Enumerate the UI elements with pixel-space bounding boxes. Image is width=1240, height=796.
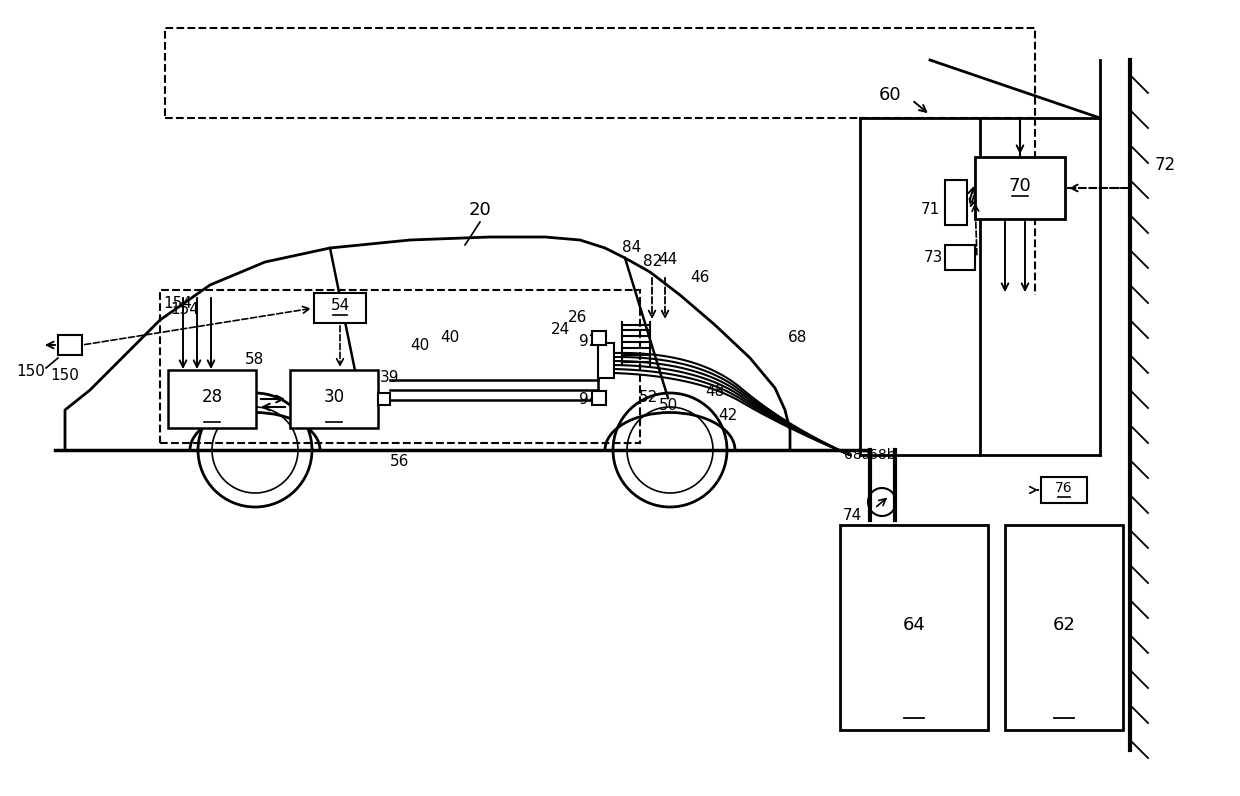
Text: 76: 76: [1055, 481, 1073, 495]
Bar: [167, 370, 255, 428]
Bar: [58, 335, 82, 355]
Text: 28: 28: [201, 388, 222, 406]
Text: 150: 150: [16, 365, 45, 380]
Bar: [165, 28, 1035, 118]
Bar: [378, 393, 391, 405]
Text: 68: 68: [789, 330, 807, 345]
Text: 150: 150: [50, 368, 79, 383]
Bar: [945, 245, 975, 270]
Text: 62: 62: [1053, 616, 1075, 634]
Text: 58: 58: [246, 353, 264, 368]
Text: 68a: 68a: [843, 448, 870, 462]
Text: 40: 40: [410, 338, 429, 353]
Text: 20: 20: [469, 201, 491, 219]
Text: 56: 56: [391, 455, 409, 470]
Text: 30: 30: [324, 388, 345, 406]
Text: 60: 60: [879, 86, 901, 104]
Bar: [839, 525, 988, 730]
Bar: [945, 180, 967, 225]
Text: 154: 154: [164, 296, 192, 311]
Text: 50: 50: [658, 397, 677, 412]
Text: 40: 40: [440, 330, 459, 345]
Bar: [1042, 477, 1087, 503]
Bar: [598, 343, 614, 378]
Text: 73: 73: [924, 251, 942, 266]
Text: 39: 39: [381, 369, 399, 384]
Text: 72: 72: [1154, 156, 1176, 174]
Text: 68b: 68b: [869, 448, 895, 462]
Text: 82: 82: [644, 255, 662, 270]
Bar: [1004, 525, 1123, 730]
Bar: [975, 157, 1065, 219]
Bar: [591, 331, 606, 345]
Text: 74: 74: [843, 508, 862, 522]
Text: 71: 71: [921, 202, 940, 217]
Bar: [290, 370, 378, 428]
Bar: [591, 391, 606, 405]
Text: 46: 46: [691, 271, 709, 286]
Bar: [160, 290, 640, 443]
Text: 54: 54: [330, 298, 350, 314]
Text: 64: 64: [903, 616, 925, 634]
Text: 92: 92: [579, 334, 598, 349]
Text: 42: 42: [718, 408, 738, 423]
Text: 44: 44: [658, 252, 677, 267]
Text: 84: 84: [622, 240, 641, 256]
Text: 70: 70: [1008, 177, 1032, 195]
Text: 154: 154: [171, 302, 200, 318]
Text: 26: 26: [568, 310, 588, 326]
Text: 94: 94: [579, 392, 598, 408]
Bar: [314, 293, 366, 323]
Text: 52: 52: [639, 391, 657, 405]
Text: 24: 24: [551, 322, 569, 338]
Text: 48: 48: [706, 384, 724, 400]
